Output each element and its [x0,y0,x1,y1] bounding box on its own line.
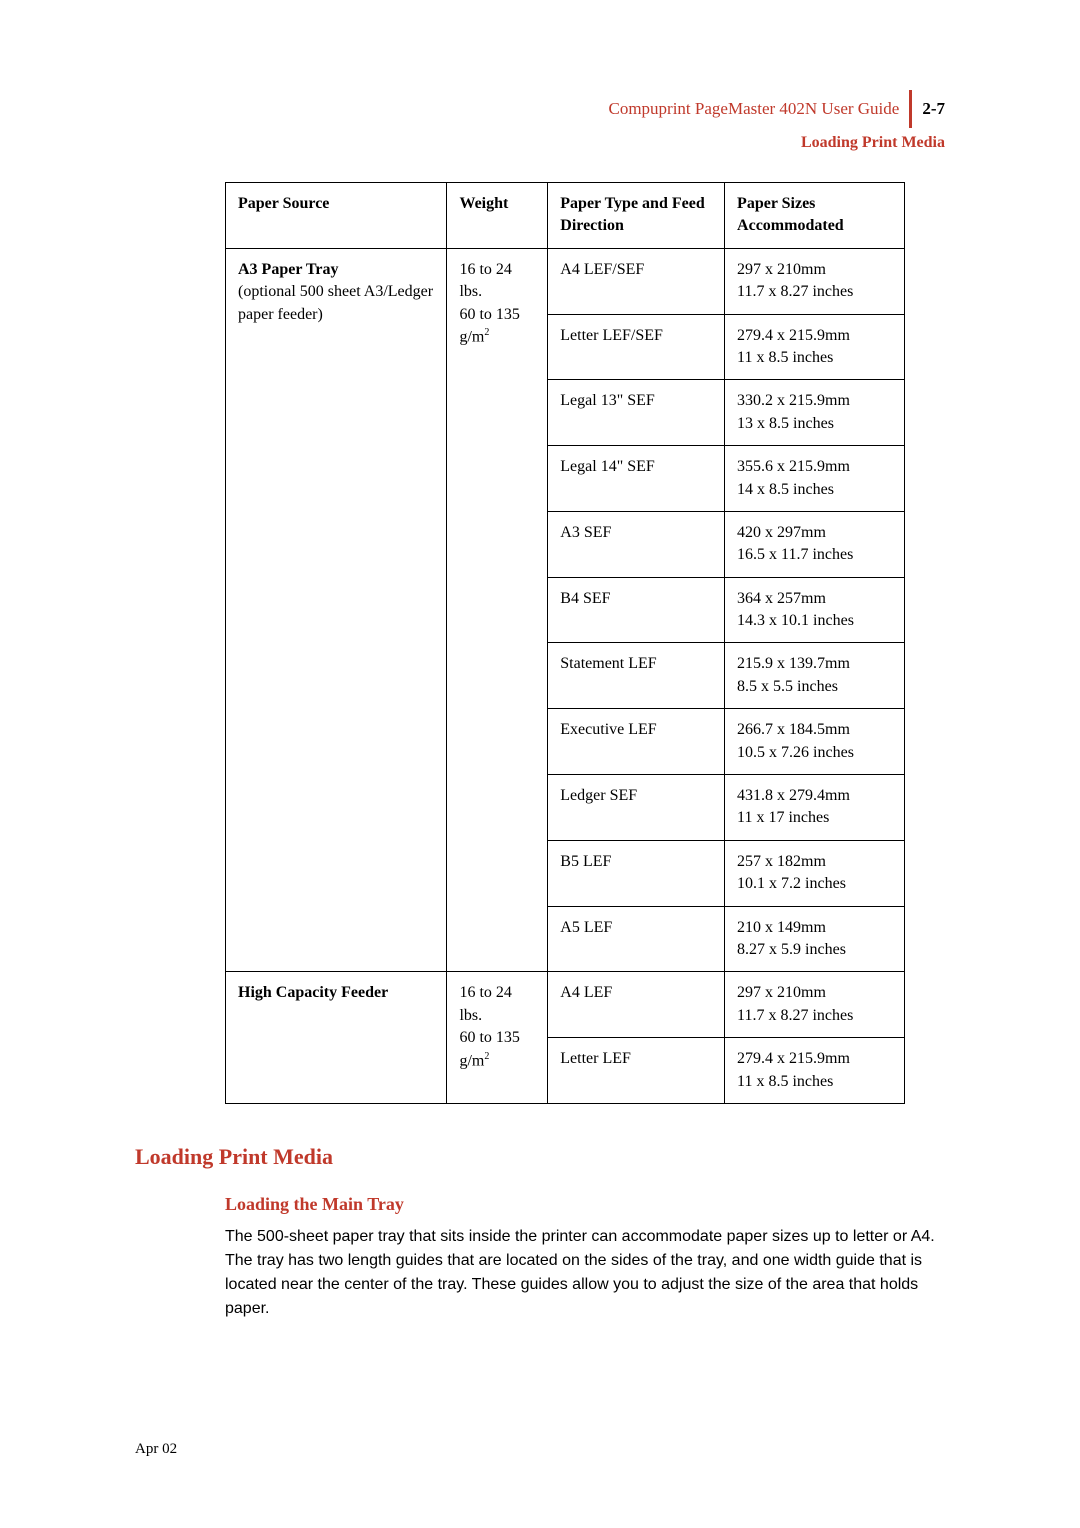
cell-paper-type: Letter LEF [548,1038,725,1104]
cell-paper-size: 431.8 x 279.4mm 11 x 17 inches [725,775,905,841]
weight-superscript: 2 [484,1051,489,1062]
paper-source-name: A3 Paper Tray [238,261,338,278]
cell-paper-size: 279.4 x 215.9mm 11 x 8.5 inches [725,314,905,380]
size-inches: 11 x 8.5 inches [737,1073,833,1090]
size-mm: 297 x 210mm [737,261,826,278]
cell-paper-type: A5 LEF [548,906,725,972]
cell-paper-size: 364 x 257mm 14.3 x 10.1 inches [725,577,905,643]
size-mm: 364 x 257mm [737,590,826,607]
cell-paper-source: A3 Paper Tray (optional 500 sheet A3/Ledg… [226,248,447,972]
cell-paper-type: Executive LEF [548,709,725,775]
size-mm: 420 x 297mm [737,524,826,541]
size-mm: 279.4 x 215.9mm [737,1050,850,1067]
size-inches: 8.5 x 5.5 inches [737,678,838,695]
cell-weight: 16 to 24 lbs. 60 to 135 g/m2 [447,248,548,972]
paper-source-name: High Capacity Feeder [238,984,388,1001]
size-inches: 11 x 17 inches [737,809,829,826]
size-inches: 14 x 8.5 inches [737,481,834,498]
size-inches: 11.7 x 8.27 inches [737,283,853,300]
cell-paper-type: Legal 14" SEF [548,446,725,512]
cell-paper-type: A4 LEF/SEF [548,248,725,314]
cell-weight: 16 to 24 lbs. 60 to 135 g/m2 [447,972,548,1104]
cell-paper-type: Legal 13" SEF [548,380,725,446]
cell-paper-size: 297 x 210mm 11.7 x 8.27 inches [725,972,905,1038]
size-mm: 257 x 182mm [737,853,826,870]
size-inches: 14.3 x 10.1 inches [737,612,854,629]
cell-paper-type: A4 LEF [548,972,725,1038]
header-title: Compuprint PageMaster 402N User Guide [608,99,899,119]
cell-paper-size: 257 x 182mm 10.1 x 7.2 inches [725,840,905,906]
size-inches: 11 x 8.5 inches [737,349,833,366]
subsection-heading: Loading the Main Tray [225,1194,945,1215]
size-inches: 10.5 x 7.26 inches [737,744,854,761]
page-header: Compuprint PageMaster 402N User Guide 2-… [135,90,945,128]
size-inches: 8.27 x 5.9 inches [737,941,846,958]
table-header-row: Paper Source Weight Paper Type and Feed … [226,183,905,249]
cell-paper-type: Ledger SEF [548,775,725,841]
size-inches: 13 x 8.5 inches [737,415,834,432]
cell-paper-size: 330.2 x 215.9mm 13 x 8.5 inches [725,380,905,446]
weight-line1: 16 to 24 lbs. [459,984,511,1023]
weight-line2: 60 to 135 g/m [459,1029,519,1069]
size-mm: 215.9 x 139.7mm [737,655,850,672]
cell-paper-source: High Capacity Feeder [226,972,447,1104]
cell-paper-size: 215.9 x 139.7mm 8.5 x 5.5 inches [725,643,905,709]
size-mm: 355.6 x 215.9mm [737,458,850,475]
col-paper-sizes: Paper Sizes Accommodated [725,183,905,249]
size-inches: 16.5 x 11.7 inches [737,546,853,563]
cell-paper-type: B5 LEF [548,840,725,906]
cell-paper-size: 266.7 x 184.5mm 10.5 x 7.26 inches [725,709,905,775]
paper-source-desc: (optional 500 sheet A3/Ledger paper feed… [238,283,433,322]
cell-paper-size: 279.4 x 215.9mm 11 x 8.5 inches [725,1038,905,1104]
cell-paper-type: B4 SEF [548,577,725,643]
cell-paper-size: 297 x 210mm 11.7 x 8.27 inches [725,248,905,314]
size-mm: 297 x 210mm [737,984,826,1001]
weight-line2: 60 to 135 g/m [459,306,519,346]
header-subtitle: Loading Print Media [135,134,945,152]
size-mm: 266.7 x 184.5mm [737,721,850,738]
table-row: A3 Paper Tray(optional 500 sheet A3/Ledg… [226,248,905,314]
col-paper-source: Paper Source [226,183,447,249]
size-mm: 279.4 x 215.9mm [737,327,850,344]
cell-paper-size: 355.6 x 215.9mm 14 x 8.5 inches [725,446,905,512]
size-mm: 330.2 x 215.9mm [737,392,850,409]
table-row: High Capacity Feeder16 to 24 lbs.60 to 1… [226,972,905,1038]
cell-paper-type: Statement LEF [548,643,725,709]
cell-paper-size: 210 x 149mm 8.27 x 5.9 inches [725,906,905,972]
weight-line1: 16 to 24 lbs. [459,261,511,300]
weight-superscript: 2 [484,327,489,338]
header-page-number: 2-7 [922,99,945,119]
col-weight: Weight [447,183,548,249]
size-mm: 431.8 x 279.4mm [737,787,850,804]
section-heading: Loading Print Media [135,1144,945,1170]
cell-paper-type: A3 SEF [548,511,725,577]
header-divider [909,90,912,128]
cell-paper-type: Letter LEF/SEF [548,314,725,380]
size-inches: 10.1 x 7.2 inches [737,875,846,892]
footer-date: Apr 02 [135,1441,177,1458]
paper-size-table: Paper Source Weight Paper Type and Feed … [225,182,905,1104]
cell-paper-size: 420 x 297mm 16.5 x 11.7 inches [725,511,905,577]
size-inches: 11.7 x 8.27 inches [737,1007,853,1024]
size-mm: 210 x 149mm [737,919,826,936]
body-paragraph: The 500-sheet paper tray that sits insid… [225,1225,945,1321]
col-paper-type: Paper Type and Feed Direction [548,183,725,249]
